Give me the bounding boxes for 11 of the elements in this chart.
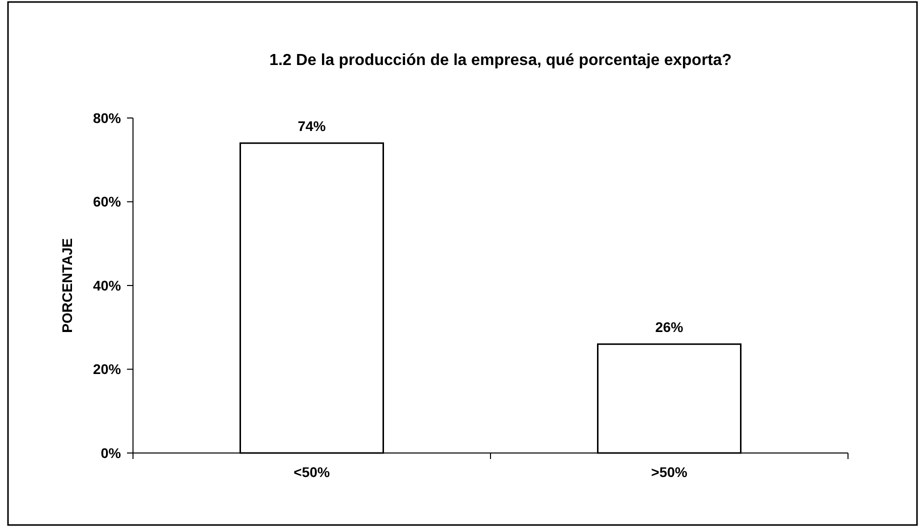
y-tick-label: 60%	[92, 194, 122, 210]
x-tick-label: >50%	[651, 464, 688, 480]
data-label: 26%	[655, 319, 684, 336]
x-tick-label: <50%	[294, 464, 330, 480]
data-label: 74%	[298, 118, 326, 134]
y-tick-label: 80%	[92, 110, 122, 126]
y-tick-label: 20%	[92, 361, 122, 378]
y-tick-label: 0%	[100, 444, 122, 461]
y-axis-title: PORCENTAJE	[59, 238, 75, 333]
chart-title: 1.2 De la producción de la empresa, qué porcentaje exporta?	[269, 52, 732, 69]
y-tick-label: 40%	[92, 277, 122, 294]
